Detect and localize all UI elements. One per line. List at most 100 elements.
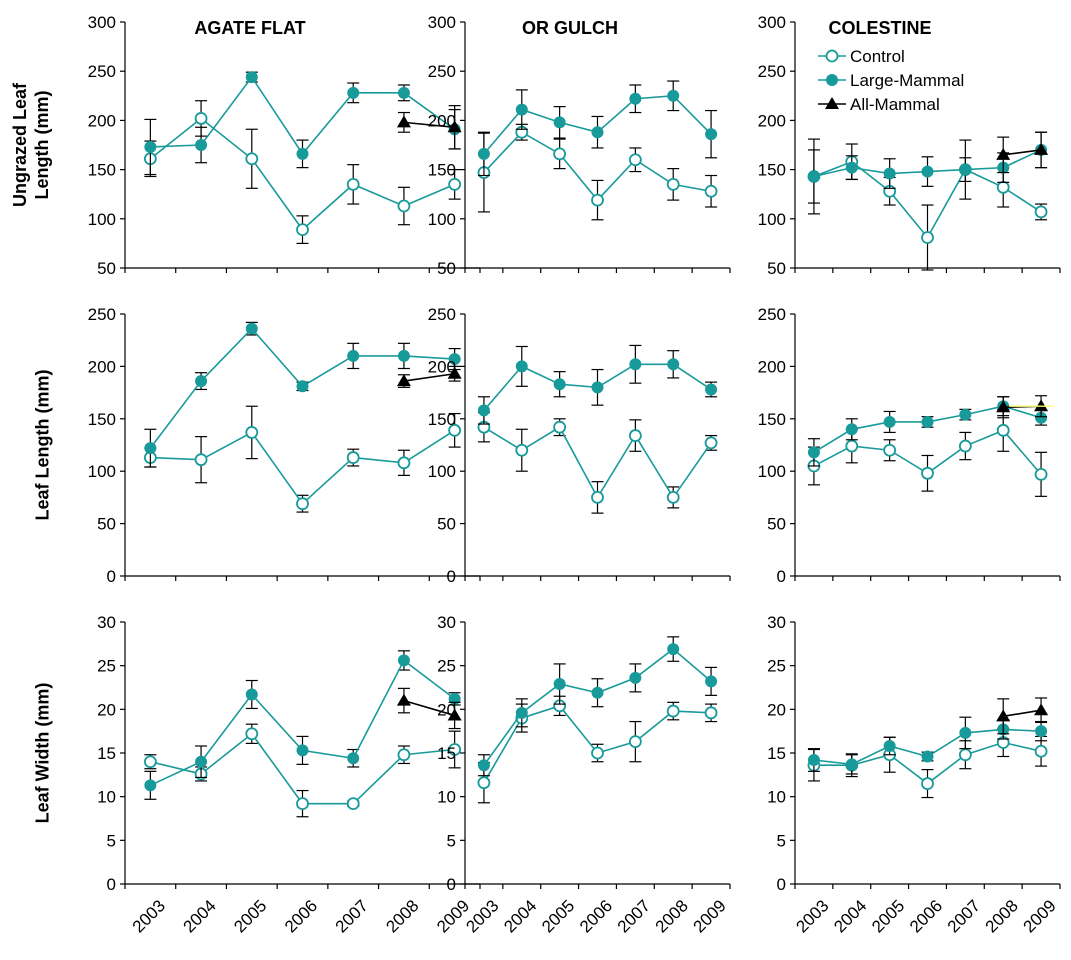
y-tick-label: 250 [88,62,116,81]
y-tick-label: 200 [428,111,456,130]
data-point [883,443,897,457]
x-tick-label: 2007 [944,896,984,936]
y-tick-label: 150 [428,161,456,180]
data-point [195,139,208,151]
data-point [996,709,1011,722]
data-point [704,184,718,198]
x-tick-label: 2008 [652,896,692,936]
data-point [705,383,718,396]
data-point [921,165,934,178]
x-tick-label: 2005 [868,896,908,936]
x-tick-label: 2006 [906,896,946,936]
chart-panel-agate-flat-row0: 50 100 150 200 250 300 AGATE FLAT [88,13,481,278]
x-tick-label: 2009 [433,896,473,936]
data-point [921,466,934,480]
data-point [553,678,566,691]
chart-panel-colestine-row0: 50 100 150 200 250 300 COLESTINE [758,13,1061,278]
y-tick-label: 15 [97,744,116,763]
data-point [845,161,858,174]
data-point [553,116,566,129]
data-point [447,708,462,721]
y-tick-label: 10 [97,788,116,807]
series-line-all-mammal [1003,149,1042,156]
data-point [996,400,1011,413]
data-point [667,89,680,102]
y-tick-label: 5 [447,831,456,850]
y-tick-label: 100 [428,210,456,229]
chart-panel-or-gulch-row1: 0 50 100 150 200 250 [428,305,731,586]
y-tick-label: 150 [88,161,116,180]
series-line-all-mammal [403,121,455,129]
x-tick-label: 2004 [500,896,540,936]
data-point [245,426,259,439]
data-point [347,349,360,362]
data-point [447,366,462,379]
y-tick-label: 150 [88,410,116,429]
y-tick-label: 10 [767,788,786,807]
data-point [397,748,411,762]
data-point [553,420,567,434]
data-point [1034,744,1048,758]
y-tick-label: 10 [437,788,456,807]
data-point [396,693,411,706]
data-point [397,654,410,667]
data-point [807,170,820,183]
y-tick-label: 25 [437,657,456,676]
data-point [666,490,680,504]
data-point [629,92,642,105]
data-point [666,704,680,718]
data-point [296,797,309,811]
data-point [921,750,934,763]
data-point [553,378,566,391]
data-point [553,147,567,161]
y-tick-label: 300 [758,13,786,32]
data-point [667,643,680,656]
y-tick-label: 200 [428,357,456,376]
x-tick-label: 2004 [180,896,220,936]
y-tick-label: 50 [97,515,116,534]
data-point [628,153,642,167]
y-tick-label: 0 [447,567,456,586]
x-tick-label: 2005 [230,896,270,936]
data-point [245,727,259,741]
data-point [144,779,157,792]
data-point [397,199,411,213]
y-tick-label: 50 [97,259,116,278]
panel-title: COLESTINE [828,18,931,38]
series-line-all-mammal [403,699,455,717]
x-tick-label: 2004 [830,896,870,936]
legend-label: Control [850,47,905,66]
data-point [591,193,604,207]
data-point [296,744,309,757]
data-point [477,404,490,417]
y-tick-label: 200 [758,357,786,376]
data-point [477,776,491,790]
y-tick-label: 200 [88,357,116,376]
data-point [845,439,859,453]
x-tick-label: 2005 [538,896,578,936]
x-tick-label: 2007 [332,896,372,936]
y-axis-title: Ungrazed LeafLength (mm) [10,82,52,207]
data-point [883,167,896,180]
y-tick-label: 150 [428,410,456,429]
data-point [591,490,604,504]
data-point [448,353,461,366]
data-point [996,180,1010,194]
data-point [996,423,1010,437]
data-point [144,442,157,455]
x-tick-label: 2006 [576,896,616,936]
y-tick-label: 0 [447,875,456,894]
data-point [883,740,896,753]
series-line-control [150,429,456,505]
y-tick-label: 30 [97,613,116,632]
data-point [194,112,208,125]
y-tick-label: 200 [758,111,786,130]
data-point [194,453,208,467]
x-tick-label: 2008 [982,896,1022,936]
data-point [245,688,258,701]
data-point [921,231,934,244]
data-point [807,753,820,766]
data-point [448,423,462,437]
data-point [958,439,972,453]
